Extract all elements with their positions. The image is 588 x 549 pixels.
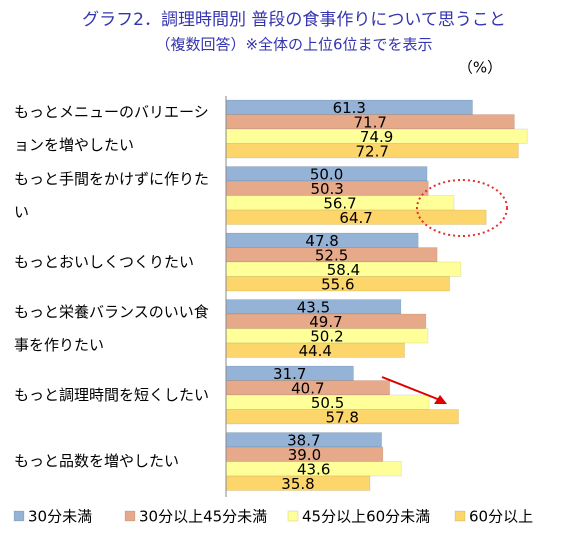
legend-swatch (287, 510, 299, 522)
legend-label: 30分以上45分未満 (139, 508, 267, 526)
legend-swatch (13, 510, 25, 522)
highlight-ellipse (416, 179, 508, 237)
unit-label: （%） (458, 59, 502, 77)
value-label: 39.0 (288, 446, 321, 464)
value-label: 35.8 (281, 475, 314, 493)
value-label: 55.6 (321, 275, 354, 293)
chart-subtitle: （複数回答）※全体の上位6位までを表示 (155, 36, 432, 54)
value-label: 74.9 (360, 128, 393, 146)
value-label: 38.7 (287, 431, 320, 449)
category-label: もっとメニューのバリエーションを増やしたい (14, 103, 209, 154)
value-label: 50.5 (311, 394, 344, 412)
category-label: もっと調理時間を短くしたい (14, 385, 210, 404)
value-label: 49.7 (309, 313, 342, 331)
value-label: 43.6 (297, 460, 330, 478)
value-label: 56.7 (323, 194, 356, 212)
category-label: もっとおいしくつくりたい (14, 252, 195, 271)
legend-label: 60分以上 (469, 508, 533, 526)
legend-swatch (124, 510, 136, 522)
value-label: 58.4 (327, 261, 360, 279)
legend: 30分未満 30分以上45分未満 45分以上60分未満 60分以上 (13, 508, 533, 526)
value-label: 50.0 (310, 165, 343, 183)
category-label: もっと品数を増やしたい (14, 452, 180, 470)
plot: 61.371.774.972.7 50.050.356.764.747.852.5… (225, 99, 528, 493)
legend-label: 45分以上60分未満 (302, 508, 430, 526)
value-label: 31.7 (273, 365, 306, 383)
value-label: 43.5 (297, 298, 330, 316)
category-label: もっと栄養バランスのいい食事を作りたい (14, 302, 209, 354)
category-label: もっと手間をかけずに作りたい (14, 169, 210, 221)
value-label: 47.8 (305, 232, 338, 250)
value-label: 50.3 (310, 180, 343, 198)
arrow (381, 376, 441, 401)
chart-title: グラフ2．調理時間別 普段の食事作りについて思うこと (82, 10, 506, 30)
value-label: 44.4 (299, 342, 332, 360)
value-label: 40.7 (291, 379, 324, 397)
value-label: 71.7 (353, 113, 386, 131)
value-label: 61.3 (333, 99, 366, 117)
value-label: 57.8 (326, 408, 359, 426)
value-label: 52.5 (315, 246, 348, 264)
value-label: 64.7 (339, 209, 372, 227)
legend-label: 30分未満 (28, 508, 92, 526)
value-label: 50.2 (310, 327, 343, 345)
value-label: 72.7 (356, 142, 389, 160)
arrow-head (434, 395, 447, 404)
legend-swatch (454, 510, 466, 522)
